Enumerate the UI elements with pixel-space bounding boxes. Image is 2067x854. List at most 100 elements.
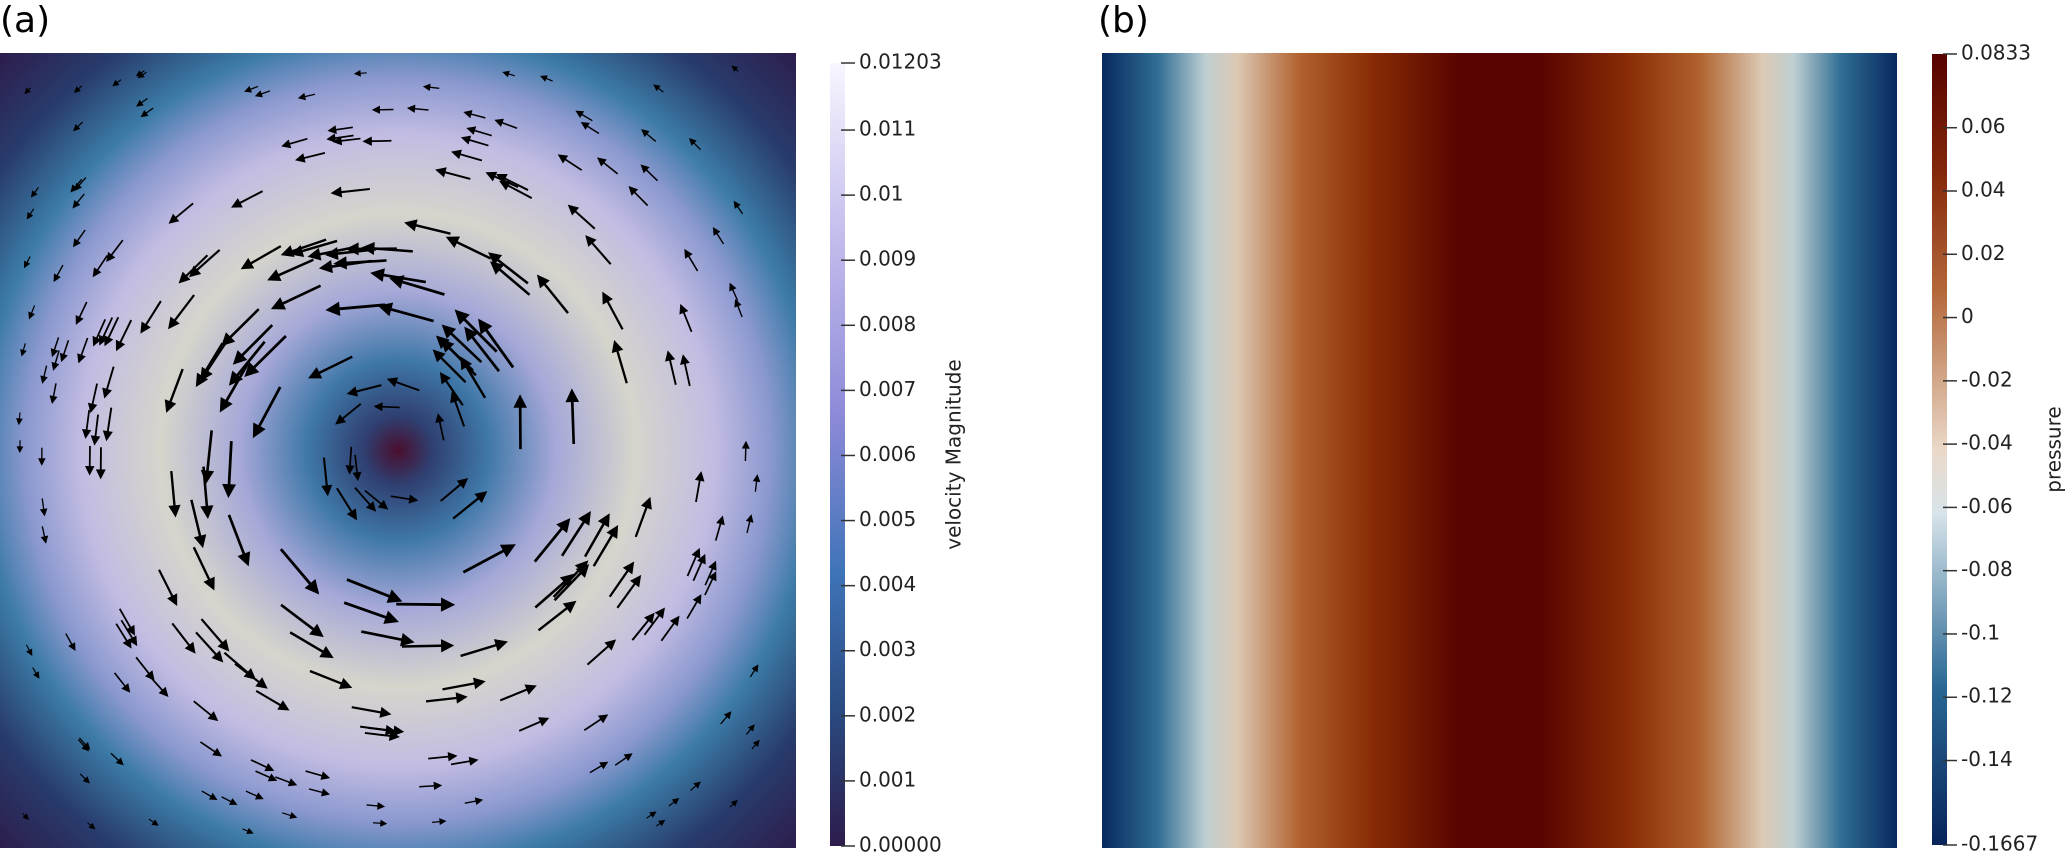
arrow-head xyxy=(602,291,613,305)
arrow-shaft xyxy=(326,259,372,269)
arrow-shaft xyxy=(277,284,322,307)
arrow-head xyxy=(361,242,375,256)
arrow-head xyxy=(556,518,571,534)
arrow-head xyxy=(92,267,102,278)
colorbar-tick-label: 0.007 xyxy=(859,377,916,401)
arrow-shaft xyxy=(450,759,474,766)
arrow-head xyxy=(82,776,90,784)
arrow-head xyxy=(640,496,652,510)
arrow-shaft xyxy=(604,297,624,330)
arrow-shaft xyxy=(428,755,452,760)
arrow-shaft xyxy=(171,622,193,650)
arrow-head xyxy=(373,402,383,412)
arrow-head xyxy=(460,356,473,371)
colorbar-tick-label: 0.0833 xyxy=(1961,41,2031,65)
arrow-shaft xyxy=(456,152,483,162)
arrow-head xyxy=(212,747,223,757)
arrow-shaft xyxy=(493,256,529,285)
colorbar-tick-label: 0.004 xyxy=(859,572,916,596)
arrow-head xyxy=(691,547,701,559)
arrow-shaft xyxy=(695,476,702,503)
arrow-shaft xyxy=(348,446,353,470)
arrow-head xyxy=(658,819,666,827)
arrow-shaft xyxy=(85,409,91,434)
arrow-head xyxy=(39,508,48,517)
arrow-shaft xyxy=(643,611,663,636)
arrow-head xyxy=(575,110,585,119)
arrow-head xyxy=(734,298,742,308)
arrow-head xyxy=(640,164,650,174)
arrow-shaft xyxy=(182,254,209,280)
arrow-head xyxy=(435,335,450,350)
colorbar-tick-label: 0.00000 xyxy=(859,833,942,854)
arrow-head xyxy=(386,589,403,603)
arrow-head xyxy=(708,571,717,582)
arrow-shaft xyxy=(583,519,608,558)
arrow-head xyxy=(439,371,451,385)
arrow-head xyxy=(741,440,750,449)
colorbar-tick-label: -0.04 xyxy=(1961,431,2013,455)
arrow-shaft xyxy=(352,384,382,394)
arrow-head xyxy=(557,154,569,164)
arrow-head xyxy=(474,491,488,504)
arrow-head xyxy=(307,247,322,261)
arrow-head xyxy=(193,534,207,549)
arrow-head xyxy=(473,677,486,690)
arrow-head xyxy=(81,428,92,439)
arrow-shaft xyxy=(442,681,479,691)
arrow-shaft xyxy=(346,578,395,600)
arrow-shaft xyxy=(440,481,464,502)
arrow-head xyxy=(49,395,58,405)
colorbar xyxy=(1932,54,1947,845)
arrow-head xyxy=(649,811,657,818)
arrow-head xyxy=(51,361,60,371)
colorbar-tick-label: 0.011 xyxy=(859,117,916,141)
arrow-head xyxy=(318,259,333,274)
velocity-field xyxy=(0,53,796,848)
arrow-shaft xyxy=(518,719,545,732)
arrow-head xyxy=(255,677,268,689)
arrow-head xyxy=(254,792,264,800)
arrow-head xyxy=(464,326,479,342)
arrow-shaft xyxy=(255,689,285,709)
arrow-shaft xyxy=(499,687,532,702)
arrow-shaft xyxy=(452,238,492,260)
arrow-head xyxy=(450,391,461,404)
arrow-shaft xyxy=(170,470,177,511)
arrow-shaft xyxy=(608,566,632,598)
arrow-head xyxy=(383,610,399,624)
arrow-head xyxy=(128,635,138,647)
arrow-head xyxy=(90,435,101,446)
arrow-head xyxy=(22,813,29,820)
arrow-head xyxy=(106,251,116,262)
arrow-head xyxy=(630,574,642,588)
arrow-shaft xyxy=(193,700,215,719)
arrow-head xyxy=(264,763,275,772)
arrow-head xyxy=(580,121,590,130)
arrow-head xyxy=(684,248,693,259)
arrow-head xyxy=(112,79,120,87)
arrow-shaft xyxy=(90,383,98,408)
arrow-shaft xyxy=(446,329,483,363)
arrow-head xyxy=(295,153,306,163)
arrow-head xyxy=(297,92,307,101)
arrow-head xyxy=(325,301,341,316)
arrow-shaft xyxy=(322,457,329,490)
arrow-shaft xyxy=(246,245,282,267)
arrow-head xyxy=(422,83,431,91)
arrow-head xyxy=(243,667,256,680)
arrow-head xyxy=(611,339,624,354)
arrow-head xyxy=(330,186,343,198)
arrow-shaft xyxy=(337,137,361,143)
arrow-head xyxy=(240,257,255,270)
colorbar-tick-label: 0.006 xyxy=(859,442,916,466)
arrow-shaft xyxy=(108,239,124,259)
arrow-head xyxy=(70,184,79,193)
arrow-head xyxy=(585,235,597,247)
arrow-head xyxy=(137,71,145,79)
arrow-head xyxy=(665,350,676,362)
arrow-head xyxy=(115,757,124,766)
arrow-shaft xyxy=(94,319,107,342)
arrow-shaft xyxy=(337,187,370,194)
arrow-head xyxy=(164,399,177,413)
